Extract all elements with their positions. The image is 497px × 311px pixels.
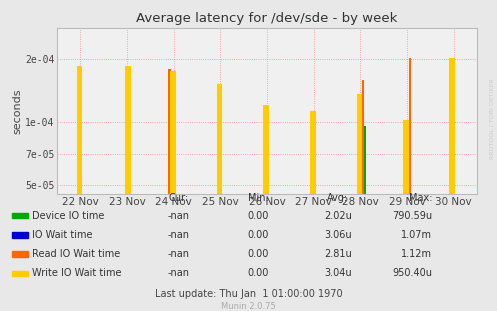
Text: -nan: -nan [168,230,190,240]
Y-axis label: seconds: seconds [12,88,22,134]
Text: 3.04u: 3.04u [324,268,352,278]
Text: Cur:: Cur: [169,193,189,202]
Text: Device IO time: Device IO time [32,211,105,220]
Text: 1.12m: 1.12m [402,249,432,259]
Text: Write IO Wait time: Write IO Wait time [32,268,122,278]
Text: 950.40u: 950.40u [393,268,432,278]
Text: -nan: -nan [168,268,190,278]
Text: 2.81u: 2.81u [324,249,352,259]
Text: -nan: -nan [168,249,190,259]
Text: -nan: -nan [168,211,190,220]
Text: 790.59u: 790.59u [392,211,432,220]
Text: RRDTOOL / TOBI OETIKER: RRDTOOL / TOBI OETIKER [490,78,495,159]
Text: 1.07m: 1.07m [402,230,432,240]
Text: 2.02u: 2.02u [324,211,352,220]
Text: Last update: Thu Jan  1 01:00:00 1970: Last update: Thu Jan 1 01:00:00 1970 [155,289,342,299]
Text: Avg:: Avg: [328,193,348,202]
Text: 0.00: 0.00 [248,249,269,259]
Title: Average latency for /dev/sde - by week: Average latency for /dev/sde - by week [137,12,398,26]
Text: IO Wait time: IO Wait time [32,230,93,240]
Text: 0.00: 0.00 [248,211,269,220]
Text: Min:: Min: [248,193,269,202]
Text: Munin 2.0.75: Munin 2.0.75 [221,301,276,310]
Text: Max:: Max: [409,193,432,202]
Text: 3.06u: 3.06u [324,230,352,240]
Text: Read IO Wait time: Read IO Wait time [32,249,121,259]
Text: 0.00: 0.00 [248,268,269,278]
Text: 0.00: 0.00 [248,230,269,240]
